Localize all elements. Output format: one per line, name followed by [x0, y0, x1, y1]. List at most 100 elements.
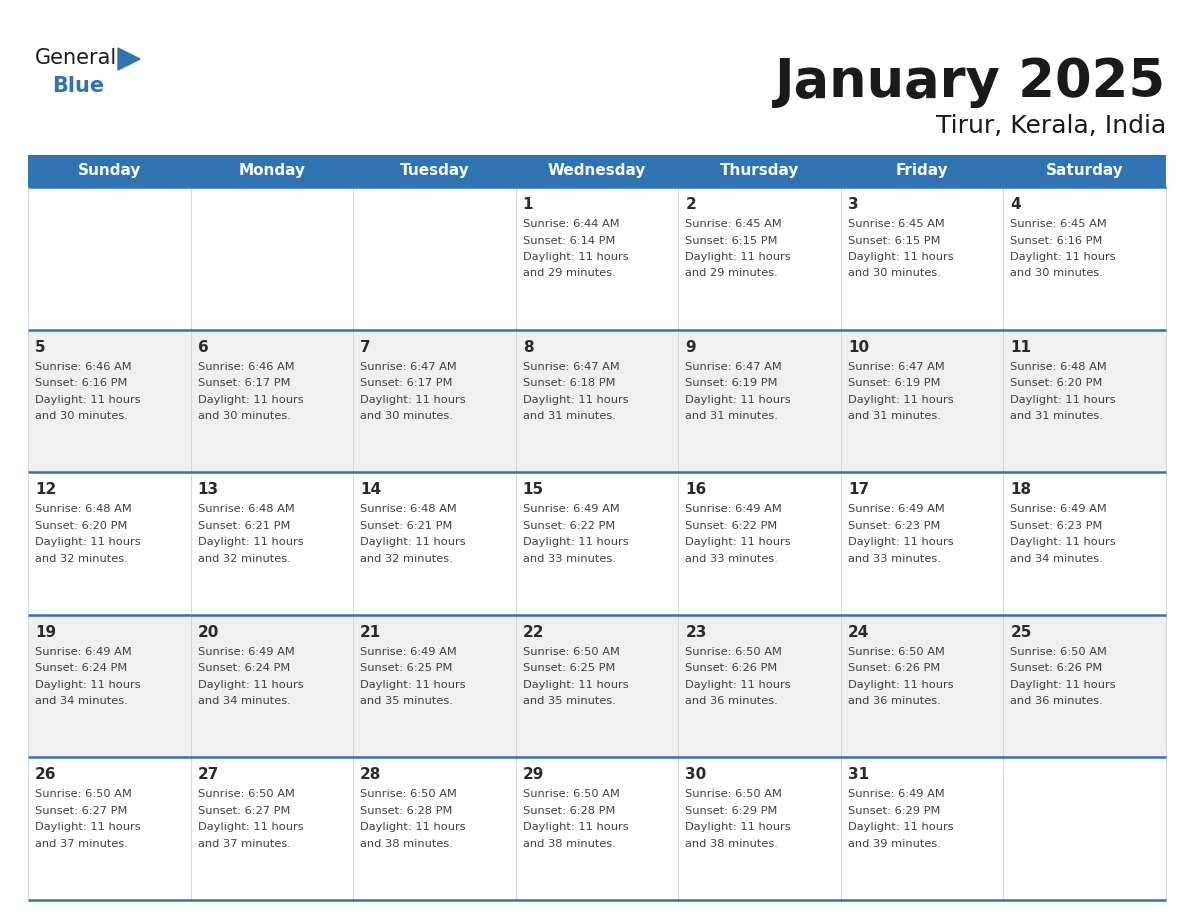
Text: Daylight: 11 hours: Daylight: 11 hours: [1011, 680, 1116, 689]
Text: Sunset: 6:25 PM: Sunset: 6:25 PM: [360, 664, 453, 673]
Text: Sunrise: 6:48 AM: Sunrise: 6:48 AM: [34, 504, 132, 514]
Text: 28: 28: [360, 767, 381, 782]
Text: 26: 26: [34, 767, 57, 782]
Text: Sunset: 6:14 PM: Sunset: 6:14 PM: [523, 236, 615, 245]
Text: Sunset: 6:23 PM: Sunset: 6:23 PM: [848, 521, 940, 531]
Text: and 38 minutes.: and 38 minutes.: [523, 839, 615, 849]
Bar: [841, 155, 1004, 187]
Text: Daylight: 11 hours: Daylight: 11 hours: [197, 537, 303, 547]
Text: Sunset: 6:17 PM: Sunset: 6:17 PM: [360, 378, 453, 388]
Text: Sunset: 6:15 PM: Sunset: 6:15 PM: [685, 236, 778, 245]
Text: and 37 minutes.: and 37 minutes.: [34, 839, 128, 849]
Polygon shape: [118, 48, 140, 70]
Text: Daylight: 11 hours: Daylight: 11 hours: [685, 823, 791, 833]
Text: Sunset: 6:26 PM: Sunset: 6:26 PM: [848, 664, 940, 673]
Text: 16: 16: [685, 482, 707, 498]
Text: 21: 21: [360, 625, 381, 640]
Text: and 34 minutes.: and 34 minutes.: [1011, 554, 1104, 564]
Bar: [29, 615, 1165, 757]
Bar: [353, 155, 516, 187]
Text: Sunrise: 6:49 AM: Sunrise: 6:49 AM: [848, 789, 944, 800]
Bar: [29, 187, 1165, 330]
Text: Sunset: 6:19 PM: Sunset: 6:19 PM: [848, 378, 941, 388]
Text: Daylight: 11 hours: Daylight: 11 hours: [523, 252, 628, 262]
Text: Monday: Monday: [239, 163, 305, 178]
Text: and 32 minutes.: and 32 minutes.: [360, 554, 453, 564]
Text: and 38 minutes.: and 38 minutes.: [685, 839, 778, 849]
Text: and 30 minutes.: and 30 minutes.: [848, 268, 941, 278]
Text: Sunrise: 6:50 AM: Sunrise: 6:50 AM: [685, 789, 782, 800]
Text: Daylight: 11 hours: Daylight: 11 hours: [1011, 537, 1116, 547]
Text: Sunset: 6:27 PM: Sunset: 6:27 PM: [197, 806, 290, 816]
Text: and 33 minutes.: and 33 minutes.: [523, 554, 615, 564]
Text: Sunrise: 6:50 AM: Sunrise: 6:50 AM: [360, 789, 457, 800]
Text: Sunrise: 6:48 AM: Sunrise: 6:48 AM: [360, 504, 457, 514]
Text: Sunrise: 6:47 AM: Sunrise: 6:47 AM: [523, 362, 619, 372]
Text: Sunrise: 6:50 AM: Sunrise: 6:50 AM: [197, 789, 295, 800]
Text: Sunrise: 6:49 AM: Sunrise: 6:49 AM: [523, 504, 619, 514]
Text: and 39 minutes.: and 39 minutes.: [848, 839, 941, 849]
Text: Daylight: 11 hours: Daylight: 11 hours: [360, 680, 466, 689]
Text: Daylight: 11 hours: Daylight: 11 hours: [848, 395, 954, 405]
Text: Sunset: 6:29 PM: Sunset: 6:29 PM: [848, 806, 940, 816]
Bar: [29, 472, 1165, 615]
Text: and 30 minutes.: and 30 minutes.: [197, 411, 290, 421]
Text: Sunrise: 6:50 AM: Sunrise: 6:50 AM: [685, 647, 782, 656]
Text: 19: 19: [34, 625, 56, 640]
Text: Sunrise: 6:49 AM: Sunrise: 6:49 AM: [1011, 504, 1107, 514]
Text: Sunset: 6:20 PM: Sunset: 6:20 PM: [1011, 378, 1102, 388]
Text: 2: 2: [685, 197, 696, 212]
Text: Sunrise: 6:49 AM: Sunrise: 6:49 AM: [197, 647, 295, 656]
Text: and 35 minutes.: and 35 minutes.: [360, 696, 453, 706]
Text: Sunset: 6:23 PM: Sunset: 6:23 PM: [1011, 521, 1102, 531]
Text: Daylight: 11 hours: Daylight: 11 hours: [685, 680, 791, 689]
Text: 13: 13: [197, 482, 219, 498]
Text: Sunset: 6:16 PM: Sunset: 6:16 PM: [34, 378, 127, 388]
Text: Daylight: 11 hours: Daylight: 11 hours: [34, 537, 140, 547]
Text: Sunset: 6:21 PM: Sunset: 6:21 PM: [360, 521, 453, 531]
Text: Daylight: 11 hours: Daylight: 11 hours: [360, 823, 466, 833]
Text: Sunrise: 6:50 AM: Sunrise: 6:50 AM: [1011, 647, 1107, 656]
Bar: [678, 155, 841, 187]
Text: Daylight: 11 hours: Daylight: 11 hours: [1011, 252, 1116, 262]
Text: Friday: Friday: [896, 163, 948, 178]
Text: Daylight: 11 hours: Daylight: 11 hours: [34, 395, 140, 405]
Text: Sunset: 6:22 PM: Sunset: 6:22 PM: [523, 521, 615, 531]
Bar: [190, 155, 353, 187]
Text: 25: 25: [1011, 625, 1032, 640]
Text: Sunset: 6:19 PM: Sunset: 6:19 PM: [685, 378, 778, 388]
Text: Sunset: 6:18 PM: Sunset: 6:18 PM: [523, 378, 615, 388]
Text: and 31 minutes.: and 31 minutes.: [685, 411, 778, 421]
Text: 3: 3: [848, 197, 859, 212]
Text: 23: 23: [685, 625, 707, 640]
Text: Sunday: Sunday: [77, 163, 141, 178]
Text: Sunrise: 6:49 AM: Sunrise: 6:49 AM: [34, 647, 132, 656]
Text: General: General: [34, 48, 118, 68]
Text: Daylight: 11 hours: Daylight: 11 hours: [848, 823, 954, 833]
Text: 14: 14: [360, 482, 381, 498]
Text: 11: 11: [1011, 340, 1031, 354]
Text: and 36 minutes.: and 36 minutes.: [685, 696, 778, 706]
Text: and 34 minutes.: and 34 minutes.: [197, 696, 290, 706]
Text: Daylight: 11 hours: Daylight: 11 hours: [1011, 395, 1116, 405]
Text: Sunrise: 6:49 AM: Sunrise: 6:49 AM: [360, 647, 457, 656]
Bar: [516, 155, 678, 187]
Text: and 29 minutes.: and 29 minutes.: [685, 268, 778, 278]
Text: Daylight: 11 hours: Daylight: 11 hours: [34, 680, 140, 689]
Text: Daylight: 11 hours: Daylight: 11 hours: [197, 823, 303, 833]
Text: and 30 minutes.: and 30 minutes.: [1011, 268, 1104, 278]
Text: Sunset: 6:24 PM: Sunset: 6:24 PM: [34, 664, 127, 673]
Text: Daylight: 11 hours: Daylight: 11 hours: [360, 537, 466, 547]
Text: Sunset: 6:15 PM: Sunset: 6:15 PM: [848, 236, 941, 245]
Text: Sunrise: 6:48 AM: Sunrise: 6:48 AM: [1011, 362, 1107, 372]
Text: Daylight: 11 hours: Daylight: 11 hours: [685, 537, 791, 547]
Text: 8: 8: [523, 340, 533, 354]
Text: 5: 5: [34, 340, 45, 354]
Text: Sunrise: 6:46 AM: Sunrise: 6:46 AM: [197, 362, 295, 372]
Text: 22: 22: [523, 625, 544, 640]
Text: Wednesday: Wednesday: [548, 163, 646, 178]
Text: Daylight: 11 hours: Daylight: 11 hours: [34, 823, 140, 833]
Text: Sunrise: 6:45 AM: Sunrise: 6:45 AM: [685, 219, 782, 229]
Text: 9: 9: [685, 340, 696, 354]
Text: Sunset: 6:24 PM: Sunset: 6:24 PM: [197, 664, 290, 673]
